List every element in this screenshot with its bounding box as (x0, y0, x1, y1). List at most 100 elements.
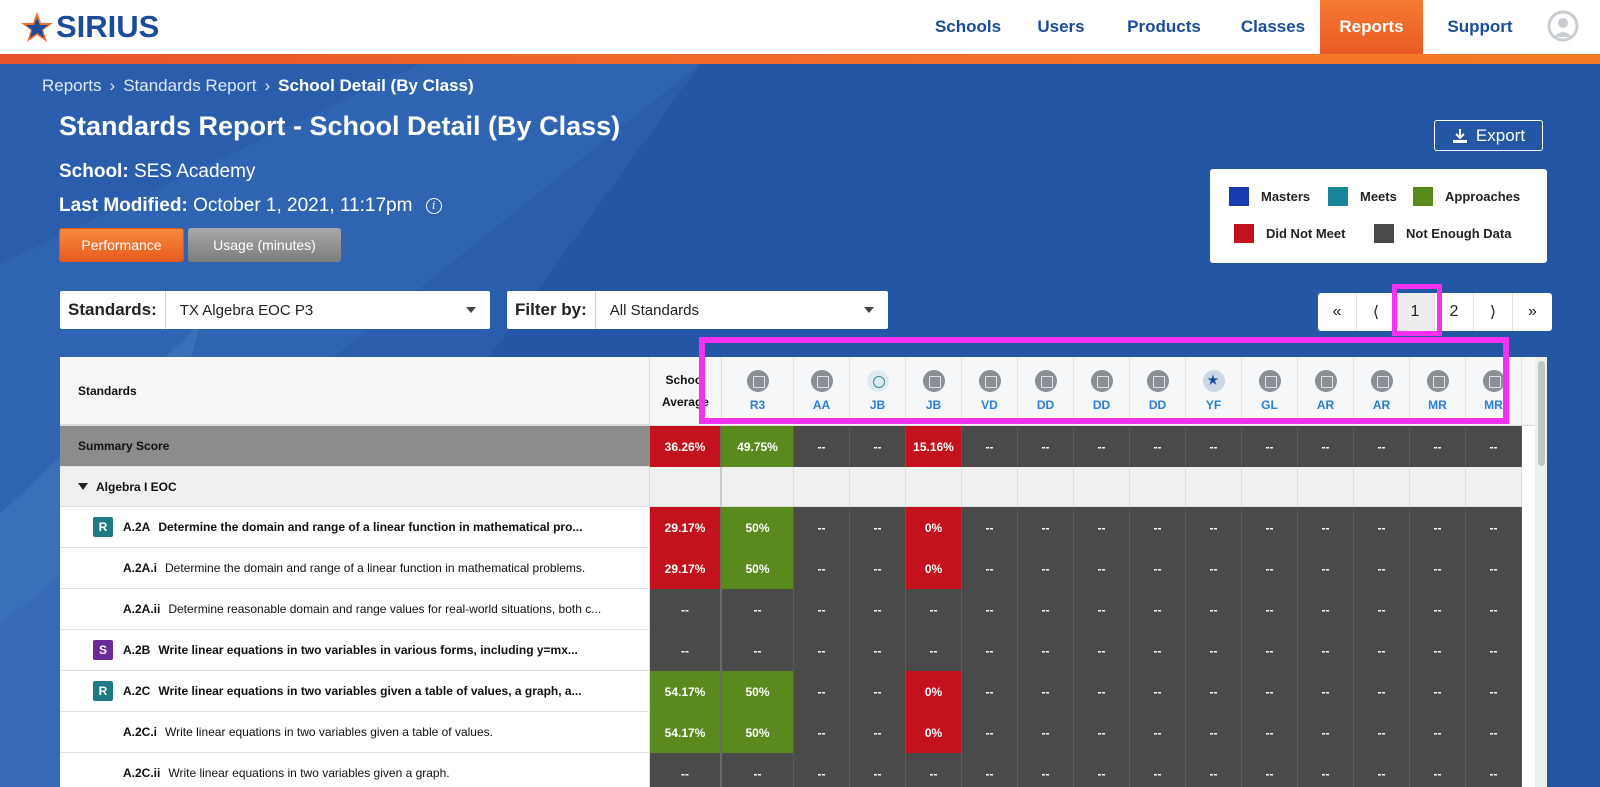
class-score-cell: -- (794, 753, 850, 787)
class-score-cell: -- (1298, 712, 1354, 753)
class-score-cell: -- (1466, 426, 1522, 467)
nav-reports[interactable]: Reports (1320, 0, 1423, 54)
school-average-cell: 29.17% (650, 548, 722, 589)
class-column-header[interactable]: DD (1018, 357, 1074, 425)
class-column-header[interactable]: MR (1410, 357, 1466, 425)
class-score-cell: -- (1466, 630, 1522, 671)
class-score-cell: 49.75% (722, 426, 794, 467)
nav-classes[interactable]: Classes (1223, 0, 1323, 54)
class-avatar-icon (1314, 370, 1337, 392)
standard-code: A.2A (123, 520, 151, 534)
nav-users[interactable]: Users (1022, 0, 1100, 54)
class-score-cell: -- (1186, 712, 1242, 753)
breadcrumb-standards-report[interactable]: Standards Report (123, 76, 257, 95)
class-column-header[interactable]: MR (1466, 357, 1522, 425)
class-avatar-icon (1090, 370, 1113, 392)
group-empty-cell (1018, 467, 1074, 507)
class-column-header[interactable]: DD (1130, 357, 1186, 425)
class-score-cell: -- (1018, 712, 1074, 753)
table-header-row: Standards School Average R3 AA JB JB VD DD DD D… (60, 357, 1547, 426)
class-score-cell: -- (1242, 507, 1298, 548)
class-score-cell: -- (850, 589, 906, 630)
table-row[interactable]: A.2A.i Determine the domain and range of … (60, 548, 1547, 589)
standard-type-badge: R (93, 681, 113, 701)
table-row[interactable]: S A.2B Write linear equations in two varia… (60, 630, 1547, 671)
class-score-cell: -- (722, 630, 794, 671)
header-avg-line1: School (665, 373, 706, 387)
school-average-cell: -- (650, 753, 722, 787)
school-average-cell: -- (650, 589, 722, 630)
class-column-header[interactable]: JB (850, 357, 906, 425)
class-score-cell: -- (962, 671, 1018, 712)
class-avatar-icon (1258, 370, 1281, 392)
pager-page-2[interactable]: 2 (1435, 293, 1474, 331)
class-column-header[interactable]: R3 (722, 357, 794, 425)
pager-last-button[interactable]: » (1528, 303, 1537, 320)
legend-label: Not Enough Data (1406, 226, 1512, 241)
table-scrollbar[interactable] (1535, 357, 1547, 787)
usage-tab-button[interactable]: Usage (minutes) (188, 228, 341, 262)
group-row-algebra[interactable]: Algebra I EOC (60, 467, 1547, 507)
class-column-header[interactable]: AA (794, 357, 850, 425)
group-empty-cell (650, 467, 722, 507)
class-avatar-icon (1370, 370, 1393, 392)
export-label: Export (1475, 125, 1526, 145)
class-score-cell: -- (1186, 589, 1242, 630)
class-score-cell: -- (722, 589, 794, 630)
class-column-header[interactable]: YF (1186, 357, 1242, 425)
standard-cell: A.2A.ii Determine reasonable domain and r… (60, 589, 650, 630)
class-score-cell: -- (962, 753, 1018, 787)
pager-first-button[interactable]: « (1318, 293, 1357, 331)
class-column-header[interactable]: JB (906, 357, 962, 425)
nav-products[interactable]: Products (1112, 0, 1216, 54)
class-avatar-icon (810, 370, 833, 392)
class-score-cell: 0% (906, 507, 962, 548)
filter-by-select[interactable]: Filter by: All Standards (507, 291, 888, 329)
school-average-cell: 36.26% (650, 426, 722, 467)
class-score-cell: -- (1410, 630, 1466, 671)
user-avatar-icon[interactable] (1547, 10, 1579, 42)
pager-next-button[interactable]: ⟩ (1474, 293, 1513, 331)
group-empty-cell (1354, 467, 1410, 507)
class-avatar-icon (1202, 370, 1225, 392)
table-row[interactable]: A.2A.ii Determine reasonable domain and r… (60, 589, 1547, 630)
class-score-cell: -- (1130, 671, 1186, 712)
table-row[interactable]: R A.2C Write linear equations in two varia… (60, 671, 1547, 712)
class-score-cell: -- (1242, 548, 1298, 589)
table-row[interactable]: A.2C.ii Write linear equations in two var… (60, 753, 1547, 787)
class-column-header[interactable]: GL (1242, 357, 1298, 425)
class-avatar-icon (1482, 370, 1505, 392)
group-empty-cell (1186, 467, 1242, 507)
group-label: Algebra I EOC (60, 467, 650, 507)
class-column-header[interactable]: VD (962, 357, 1018, 425)
info-icon[interactable]: i (425, 198, 442, 214)
standard-cell: S A.2B Write linear equations in two varia… (60, 630, 650, 671)
pager-prev-button[interactable]: ⟨ (1357, 293, 1396, 331)
header-standards[interactable]: Standards (60, 357, 650, 425)
scrollbar-thumb[interactable] (1538, 361, 1545, 466)
standards-select[interactable]: Standards: TX Algebra EOC P3 (60, 291, 490, 329)
header-school-average[interactable]: School Average (650, 357, 722, 425)
class-score-cell: -- (1354, 630, 1410, 671)
table-row[interactable]: A.2C.i Write linear equations in two vari… (60, 712, 1547, 753)
class-score-cell: -- (1354, 426, 1410, 467)
class-score-cell: -- (1018, 671, 1074, 712)
class-column-header[interactable]: AR (1298, 357, 1354, 425)
breadcrumb-reports[interactable]: Reports (42, 76, 102, 95)
class-score-cell: -- (850, 507, 906, 548)
class-score-cell: -- (1186, 507, 1242, 548)
class-score-cell: -- (962, 630, 1018, 671)
table-row[interactable]: R A.2A Determine the domain and range of a… (60, 507, 1547, 548)
caret-down-icon[interactable] (78, 483, 88, 490)
nav-schools[interactable]: Schools (915, 0, 1021, 54)
sirius-logo[interactable]: SIRIUS (20, 8, 159, 46)
class-column-header[interactable]: DD (1074, 357, 1130, 425)
school-average-cell: 54.17% (650, 671, 722, 712)
performance-tab-button[interactable]: Performance (59, 228, 184, 262)
class-column-header[interactable]: AR (1354, 357, 1410, 425)
class-score-cell: -- (1466, 548, 1522, 589)
pager-page-1[interactable]: 1 (1396, 293, 1435, 331)
class-score-cell: -- (1130, 548, 1186, 589)
export-button[interactable]: Export (1434, 120, 1543, 151)
nav-support[interactable]: Support (1428, 0, 1532, 54)
